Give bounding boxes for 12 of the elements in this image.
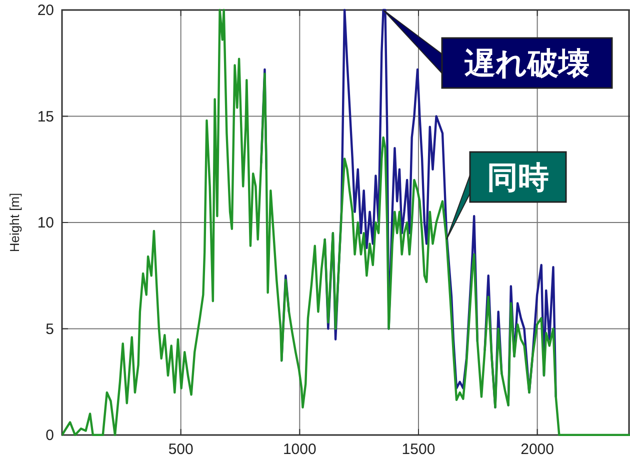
y-tick-label: 20 [37, 2, 54, 19]
y-tick-label: 0 [46, 427, 54, 444]
y-tick-label: 5 [46, 320, 54, 338]
y-tick-label: 15 [37, 108, 54, 126]
x-tick-label: 2000 [520, 441, 554, 458]
y-tick-label: 10 [37, 214, 54, 232]
x-tick-label: 1000 [282, 441, 316, 458]
series-label: 同時 [487, 160, 549, 195]
x-tick-label: 500 [168, 441, 194, 458]
series-label: 遅れ破壊 [464, 46, 590, 81]
y-axis-title: Height [m] [7, 192, 22, 252]
x-tick-label: 1500 [402, 441, 436, 458]
